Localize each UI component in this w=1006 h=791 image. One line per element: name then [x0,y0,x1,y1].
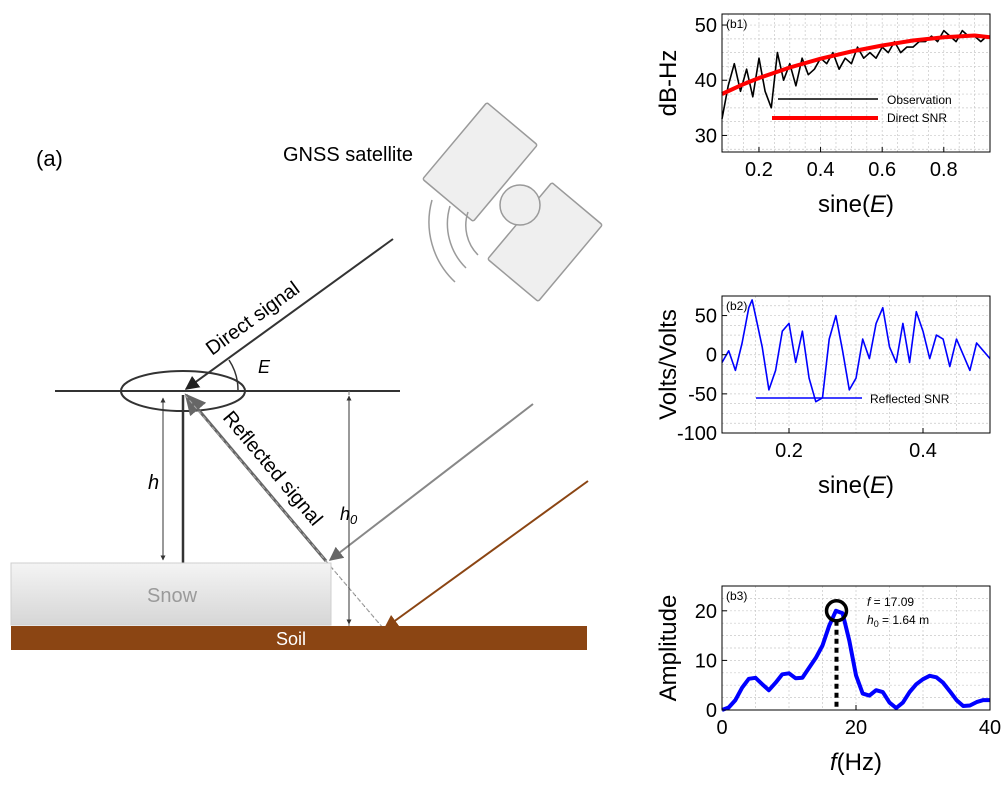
x-axis-label-var: f [830,749,839,776]
y-tick-label: 50 [695,306,717,328]
snow-layer [10,562,332,626]
snow-label: Snow [147,585,198,607]
peak-marker-circle [824,599,849,623]
annotation-h0: h0 = 1.64 m [867,613,929,629]
x-axis-label-var: E [870,472,887,499]
satellite-icon [422,102,603,302]
x-tick-label: 0 [716,717,727,739]
direct-signal-label: Direct signal [202,278,304,360]
y-axis-label: Volts/Volts [655,309,682,420]
reflected-signal-label: Reflected signal [218,407,326,530]
chart-b2-reflected: 0.2 0.4 50 0 -50 -100 (b2) sine(E) Volts/Volts Re… [655,295,991,499]
annotation-f-value: = 17.09 [870,595,914,609]
axes-frame [721,13,991,153]
x-tick-label: 0.4 [909,440,937,462]
soil-label: Soil [276,629,306,649]
x-tick-label: 0.6 [868,159,896,181]
x-tick-label: 20 [845,717,867,739]
legend-label-reflected: Reflected SNR [870,392,950,406]
x-tick-label: 0.4 [807,159,835,181]
x-tick-label: 0.8 [930,159,958,181]
angle-label: E [258,357,271,377]
y-tick-label: 0 [706,700,717,722]
panel-label-a: (a) [36,146,63,171]
reflected-signal-arrow [184,393,328,562]
series-line-b3-0 [721,608,990,712]
legend-label-observation: Observation [887,93,952,107]
schematic-panel: (a) GNSS satellite Direct signal E Refle… [10,102,603,650]
x-axis-label: sine(E) [818,191,894,218]
x-axis-label-text: sine( [818,472,870,499]
x-axis-label-end: ) [886,191,894,218]
y-tick-label: -100 [677,423,717,445]
soil-layer [11,626,587,650]
annotation-h-sub: 0 [874,619,879,629]
y-axis-label: dB-Hz [655,50,682,117]
axes-frame [721,295,991,434]
x-axis-label-text: sine( [818,191,870,218]
series-line-b1-0 [721,29,988,120]
h0-label: h0 [340,504,358,527]
x-tick-label: 0.2 [745,159,773,181]
x-axis-label-end: ) [886,472,894,499]
x-axis-label: f(Hz) [830,749,882,776]
elevation-angle-arc [228,359,239,392]
satellite-label: GNSS satellite [283,144,413,166]
y-tick-label: 0 [706,345,717,367]
chart-b1-snr: 0.2 0.4 0.6 0.8 30 40 50 (b1) sine(E) dB-Hz Observ… [655,13,991,218]
series-line-b1-1 [721,33,991,96]
annotation-h-label: h [867,613,874,627]
y-tick-label: 20 [695,601,717,623]
legend-label-direct: Direct SNR [887,111,947,125]
y-tick-label: 40 [695,70,717,92]
incident-ray-soil [383,480,589,629]
annotation-f: f = 17.09 [867,595,914,609]
h-label: h [148,472,159,494]
y-axis-label: Amplitude [655,595,682,702]
panel-label: (b2) [726,299,747,313]
y-tick-label: -50 [688,384,717,406]
series-line-b2-0 [721,299,991,403]
x-tick-label: 0.2 [775,440,803,462]
panel-label: (b1) [726,17,747,31]
x-axis-label-var: E [870,191,887,218]
x-tick-label: 40 [979,717,1001,739]
direct-signal-arrow [184,238,394,390]
y-tick-label: 50 [695,15,717,37]
x-axis-label-end: (Hz) [837,749,882,776]
annotation-f-label: f [867,595,872,609]
x-axis-label: sine(E) [818,472,894,499]
annotation-h-value: = 1.64 m [879,613,929,627]
panel-label: (b3) [726,589,747,603]
incident-ray-snow [328,403,534,561]
plot-area [722,14,990,152]
y-tick-label: 10 [695,650,717,672]
y-tick-label: 30 [695,125,717,147]
